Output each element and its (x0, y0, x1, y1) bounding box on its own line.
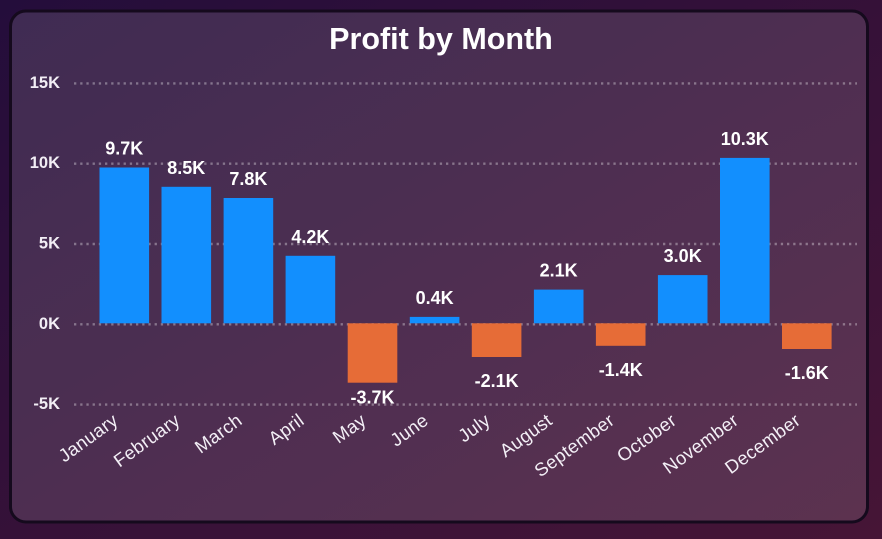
svg-text:Profit by Month: Profit by Month (329, 22, 553, 56)
svg-text:0.4K: 0.4K (416, 288, 454, 308)
svg-text:5K: 5K (39, 235, 60, 253)
svg-text:-1.6K: -1.6K (785, 363, 829, 383)
svg-text:10.3K: 10.3K (721, 129, 769, 149)
svg-text:10K: 10K (30, 154, 60, 172)
svg-text:4.2K: 4.2K (291, 227, 329, 247)
svg-text:-5K: -5K (33, 395, 60, 413)
svg-text:-3.7K: -3.7K (350, 388, 394, 408)
svg-text:7.8K: 7.8K (229, 169, 267, 189)
svg-text:8.5K: 8.5K (167, 158, 205, 178)
svg-text:-1.4K: -1.4K (599, 360, 643, 380)
svg-text:-2.1K: -2.1K (475, 371, 519, 391)
svg-text:2.1K: 2.1K (540, 261, 578, 281)
svg-text:9.7K: 9.7K (105, 139, 143, 159)
svg-text:15K: 15K (30, 74, 60, 92)
svg-text:3.0K: 3.0K (664, 246, 702, 266)
svg-text:0K: 0K (39, 315, 60, 333)
